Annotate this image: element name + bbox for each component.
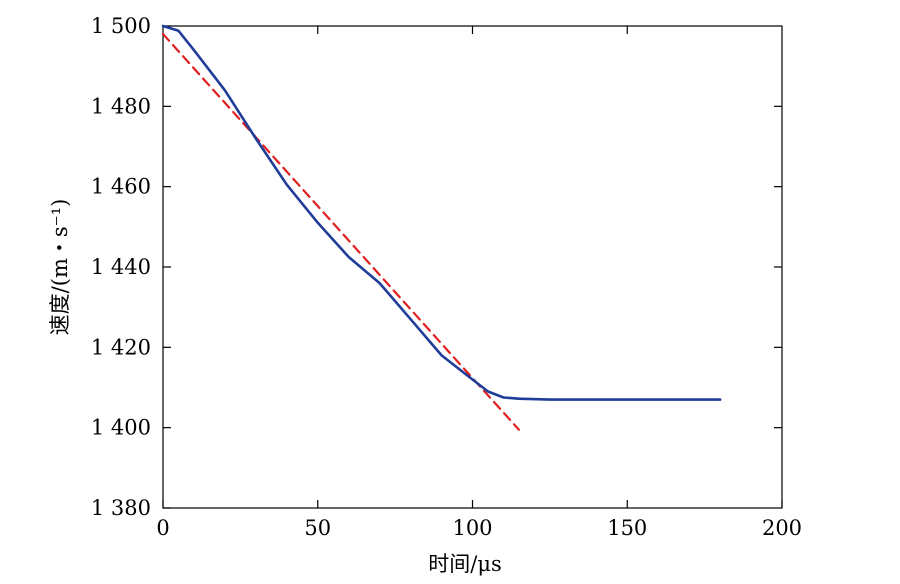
fit-line-dashed: [161, 32, 521, 431]
y-axis-title: 速度/(m・s⁻¹): [48, 199, 72, 336]
y-tick-label: 1 480: [91, 94, 151, 118]
y-tick-label: 1 420: [91, 335, 151, 359]
y-tick-label: 1 400: [91, 416, 151, 440]
velocity-curve: [161, 24, 722, 401]
series-layer: [161, 24, 722, 431]
x-tick-label: 150: [607, 516, 647, 540]
x-tick-label: 0: [156, 516, 169, 540]
x-axis-ticks: 0 50 100 150 200: [156, 26, 802, 540]
plot-frame: [162, 25, 783, 509]
y-axis-ticks: 1 380 1 400 1 420 1 440 1 460 1 480 1 500: [91, 14, 782, 520]
x-axis-title: 时间/μs: [428, 552, 502, 576]
y-tick-label: 1 380: [91, 496, 151, 520]
x-tick-label: 200: [762, 516, 802, 540]
x-tick-label: 100: [452, 516, 492, 540]
y-tick-label: 1 440: [91, 255, 151, 279]
x-tick-label: 50: [304, 516, 331, 540]
y-tick-label: 1 500: [91, 14, 151, 38]
y-tick-label: 1 460: [91, 175, 151, 199]
